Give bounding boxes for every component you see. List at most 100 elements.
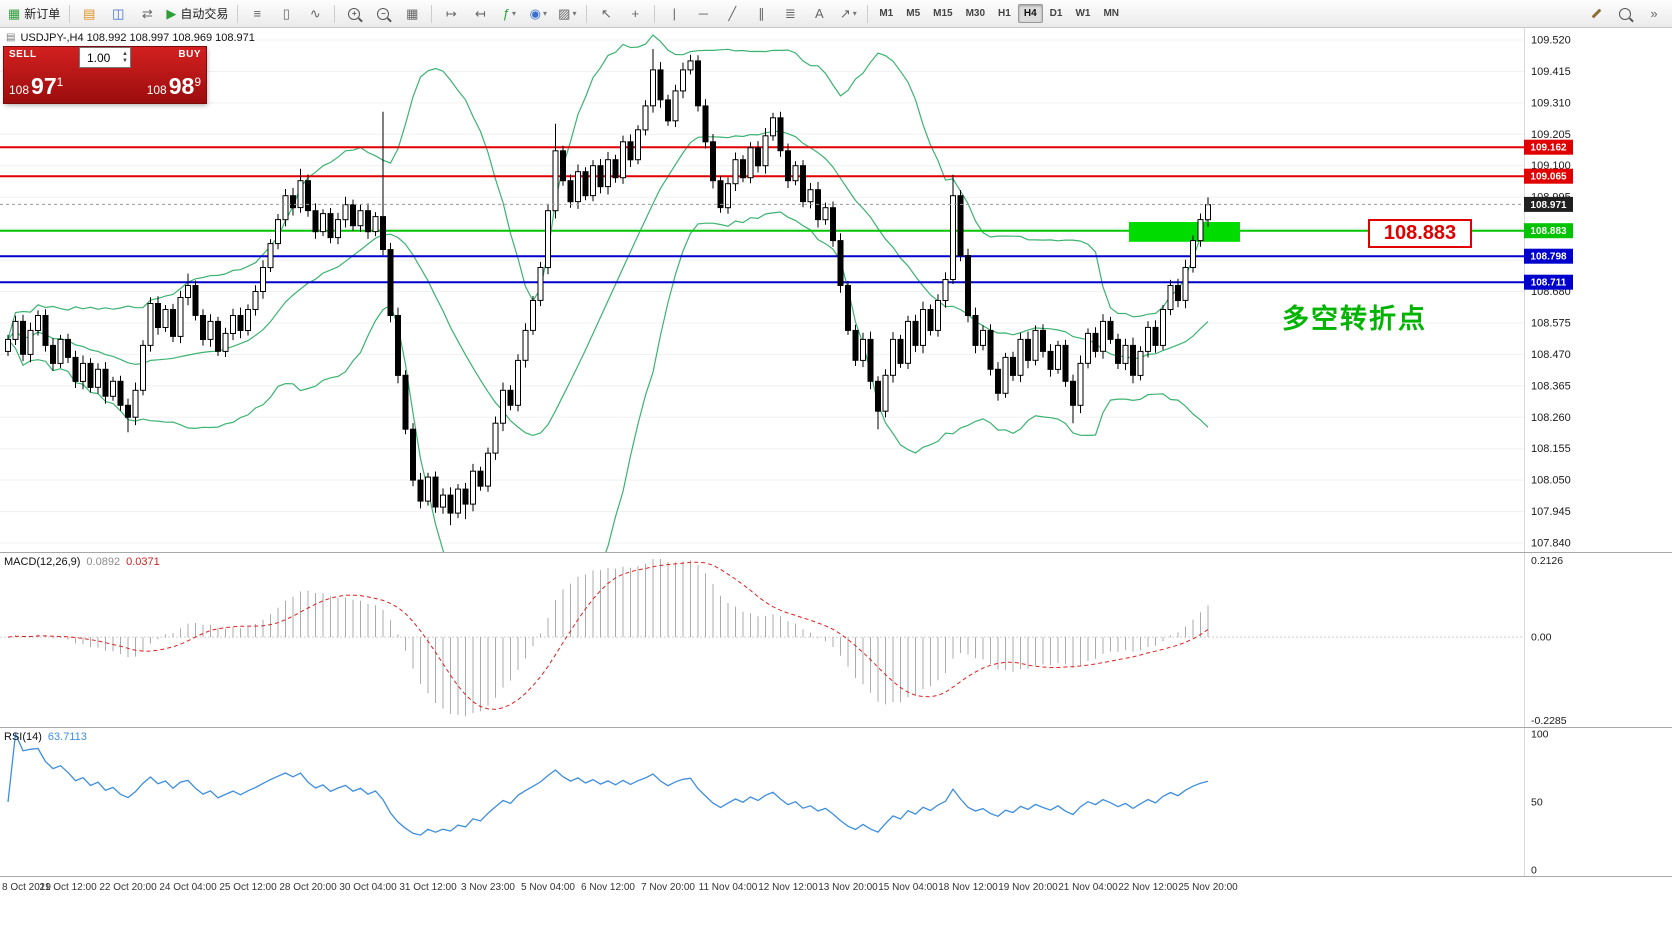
zoom-in-icon: + bbox=[348, 7, 361, 20]
vertical-line-button[interactable]: | bbox=[660, 2, 688, 26]
vertical-line-icon: | bbox=[672, 6, 677, 21]
auto-scroll-button[interactable]: ↦ bbox=[437, 2, 465, 26]
buy-price: 108989 bbox=[146, 73, 201, 99]
svg-text:108.155: 108.155 bbox=[1531, 443, 1571, 455]
macd-signal-value: 0.0371 bbox=[126, 556, 160, 568]
timeframe-h1[interactable]: H1 bbox=[998, 8, 1011, 19]
new-order-button[interactable]: ▦ 新订单 bbox=[4, 2, 64, 26]
svg-text:0: 0 bbox=[1531, 865, 1537, 877]
zoom-in-button[interactable]: + bbox=[340, 2, 368, 26]
time-axis-label: 19 Nov 20:00 bbox=[998, 882, 1058, 893]
spin-down-icon[interactable]: ▼ bbox=[122, 57, 128, 64]
price-tag: 108.798 bbox=[1524, 248, 1573, 264]
toolbar-separator bbox=[431, 4, 433, 23]
market-watch-button[interactable]: ▤ bbox=[75, 2, 103, 26]
horizontal-line-button[interactable]: ─ bbox=[689, 2, 717, 26]
buy-button[interactable]: BUY 108989 bbox=[131, 47, 206, 103]
bar-chart-icon: ≡ bbox=[253, 6, 262, 21]
tile-windows-button[interactable]: ▦ bbox=[398, 2, 426, 26]
navigator-button[interactable]: ⇄ bbox=[133, 2, 161, 26]
text-tool-button[interactable]: A bbox=[805, 2, 833, 26]
cursor-button[interactable]: ↖ bbox=[592, 2, 620, 26]
rsi-chart: 100 50 0 bbox=[7, 728, 1549, 877]
timeframe-m30[interactable]: M30 bbox=[965, 8, 986, 19]
timeframe-mn[interactable]: MN bbox=[1103, 8, 1119, 19]
time-axis-label: 3 Nov 23:00 bbox=[461, 882, 515, 893]
arrows-tool-button[interactable]: ↗ ▾ bbox=[834, 2, 862, 26]
periods-button[interactable]: ◉ ▾ bbox=[524, 2, 552, 26]
time-axis-label: 31 Oct 12:00 bbox=[399, 882, 457, 893]
channel-button[interactable]: ∥ bbox=[747, 2, 775, 26]
panel-separator[interactable] bbox=[0, 727, 1672, 728]
svg-text:109.065: 109.065 bbox=[1530, 172, 1567, 183]
market-watch-icon: ▤ bbox=[83, 6, 96, 21]
time-axis-label: 18 Nov 12:00 bbox=[938, 882, 998, 893]
svg-text:108.050: 108.050 bbox=[1531, 475, 1571, 487]
new-order-icon: ▦ bbox=[8, 6, 21, 21]
macd-axis: 0.2126 0.00 -0.2285 bbox=[1531, 555, 1567, 727]
rsi-value: 63.7113 bbox=[47, 731, 87, 743]
timeframe-m1[interactable]: M1 bbox=[879, 8, 894, 19]
indicators-button[interactable]: ƒ ▾ bbox=[495, 2, 523, 26]
svg-text:108.470: 108.470 bbox=[1531, 349, 1571, 361]
auto-scroll-icon: ↦ bbox=[445, 6, 457, 21]
bollinger-bands bbox=[7, 34, 1209, 552]
channel-icon: ∥ bbox=[758, 6, 765, 21]
current-price-tag: 108.971 bbox=[1524, 196, 1573, 212]
one-click-trading-panel: SELL 108971 1.00 ▲ ▼ BUY 108989 bbox=[4, 47, 206, 103]
timeframe-m5[interactable]: M5 bbox=[906, 8, 921, 19]
candles-series bbox=[5, 49, 1211, 526]
time-axis-label: 30 Oct 04:00 bbox=[339, 882, 397, 893]
symbol-ohlc-text: USDJPY-,H4 108.992 108.997 108.969 108.9… bbox=[20, 32, 255, 44]
crosshair-button[interactable]: + bbox=[621, 2, 649, 26]
volume-column: 1.00 ▲ ▼ bbox=[79, 47, 131, 103]
candlestick-chart-button[interactable]: ▯ bbox=[272, 2, 300, 26]
panel-separator[interactable] bbox=[0, 876, 1672, 877]
timeframe-group: M1 M5 M15 M30 H1 H4 D1 W1 MN bbox=[873, 4, 1125, 23]
timeframe-m15[interactable]: M15 bbox=[933, 8, 953, 19]
line-chart-button[interactable]: ∿ bbox=[301, 2, 329, 26]
volume-spinner[interactable]: ▲ ▼ bbox=[122, 51, 128, 64]
spin-up-icon[interactable]: ▲ bbox=[122, 50, 128, 57]
overflow-icon: » bbox=[1650, 6, 1658, 21]
search-button[interactable] bbox=[1611, 2, 1639, 26]
time-axis[interactable]: 8 Oct 2019 21 Oct 12:00 22 Oct 20:00 24 Oct… bbox=[0, 877, 1672, 903]
price-callout-box[interactable]: 108.883 bbox=[1368, 219, 1472, 248]
rsi-label: RSI(14) 63.7113 bbox=[4, 731, 87, 743]
crosshair-icon: + bbox=[631, 6, 640, 21]
indicators-icon: ƒ bbox=[502, 6, 510, 21]
trendline-icon: ╱ bbox=[728, 6, 737, 21]
svg-text:0.00: 0.00 bbox=[1531, 632, 1552, 644]
auto-trading-label: 自动交易 bbox=[180, 7, 229, 21]
templates-button[interactable]: ▨ ▾ bbox=[553, 2, 581, 26]
zoom-out-icon: − bbox=[377, 7, 390, 20]
zoom-out-button[interactable]: − bbox=[369, 2, 397, 26]
main-chart-panel[interactable]: 109.520109.415109.310109.205109.100108.9… bbox=[0, 28, 1672, 552]
turning-point-annotation[interactable]: 多空转折点 bbox=[1282, 304, 1427, 334]
time-axis-label: 25 Nov 20:00 bbox=[1178, 882, 1238, 893]
chart-shift-button[interactable]: ↤ bbox=[466, 2, 494, 26]
edit-button[interactable] bbox=[1582, 2, 1610, 26]
svg-text:108.711: 108.711 bbox=[1531, 278, 1567, 289]
sell-button[interactable]: SELL 108971 bbox=[4, 47, 79, 103]
data-window-button[interactable]: ◫ bbox=[104, 2, 132, 26]
svg-text:108.798: 108.798 bbox=[1530, 252, 1567, 263]
toolbar-separator bbox=[69, 4, 71, 23]
sell-label: SELL bbox=[9, 49, 37, 60]
candlestick-chart-icon: ▯ bbox=[282, 6, 290, 21]
toolbar-separator bbox=[586, 4, 588, 23]
auto-trading-button[interactable]: ▶ 自动交易 bbox=[162, 2, 232, 26]
auto-trading-play-icon: ▶ bbox=[166, 6, 177, 21]
price-tag: 108.711 bbox=[1524, 274, 1573, 290]
timeframe-d1[interactable]: D1 bbox=[1049, 8, 1063, 19]
timeframe-h4[interactable]: H4 bbox=[1017, 4, 1043, 23]
volume-input[interactable]: 1.00 ▲ ▼ bbox=[79, 47, 131, 68]
timeframe-w1[interactable]: W1 bbox=[1075, 8, 1091, 19]
trendline-button[interactable]: ╱ bbox=[718, 2, 746, 26]
bar-chart-button[interactable]: ≡ bbox=[243, 2, 271, 26]
fibonacci-button[interactable]: ≣ bbox=[776, 2, 804, 26]
highlight-rectangle[interactable] bbox=[1129, 222, 1240, 242]
panel-separator[interactable] bbox=[0, 552, 1672, 553]
toolbar-overflow-button[interactable]: » bbox=[1640, 2, 1668, 26]
